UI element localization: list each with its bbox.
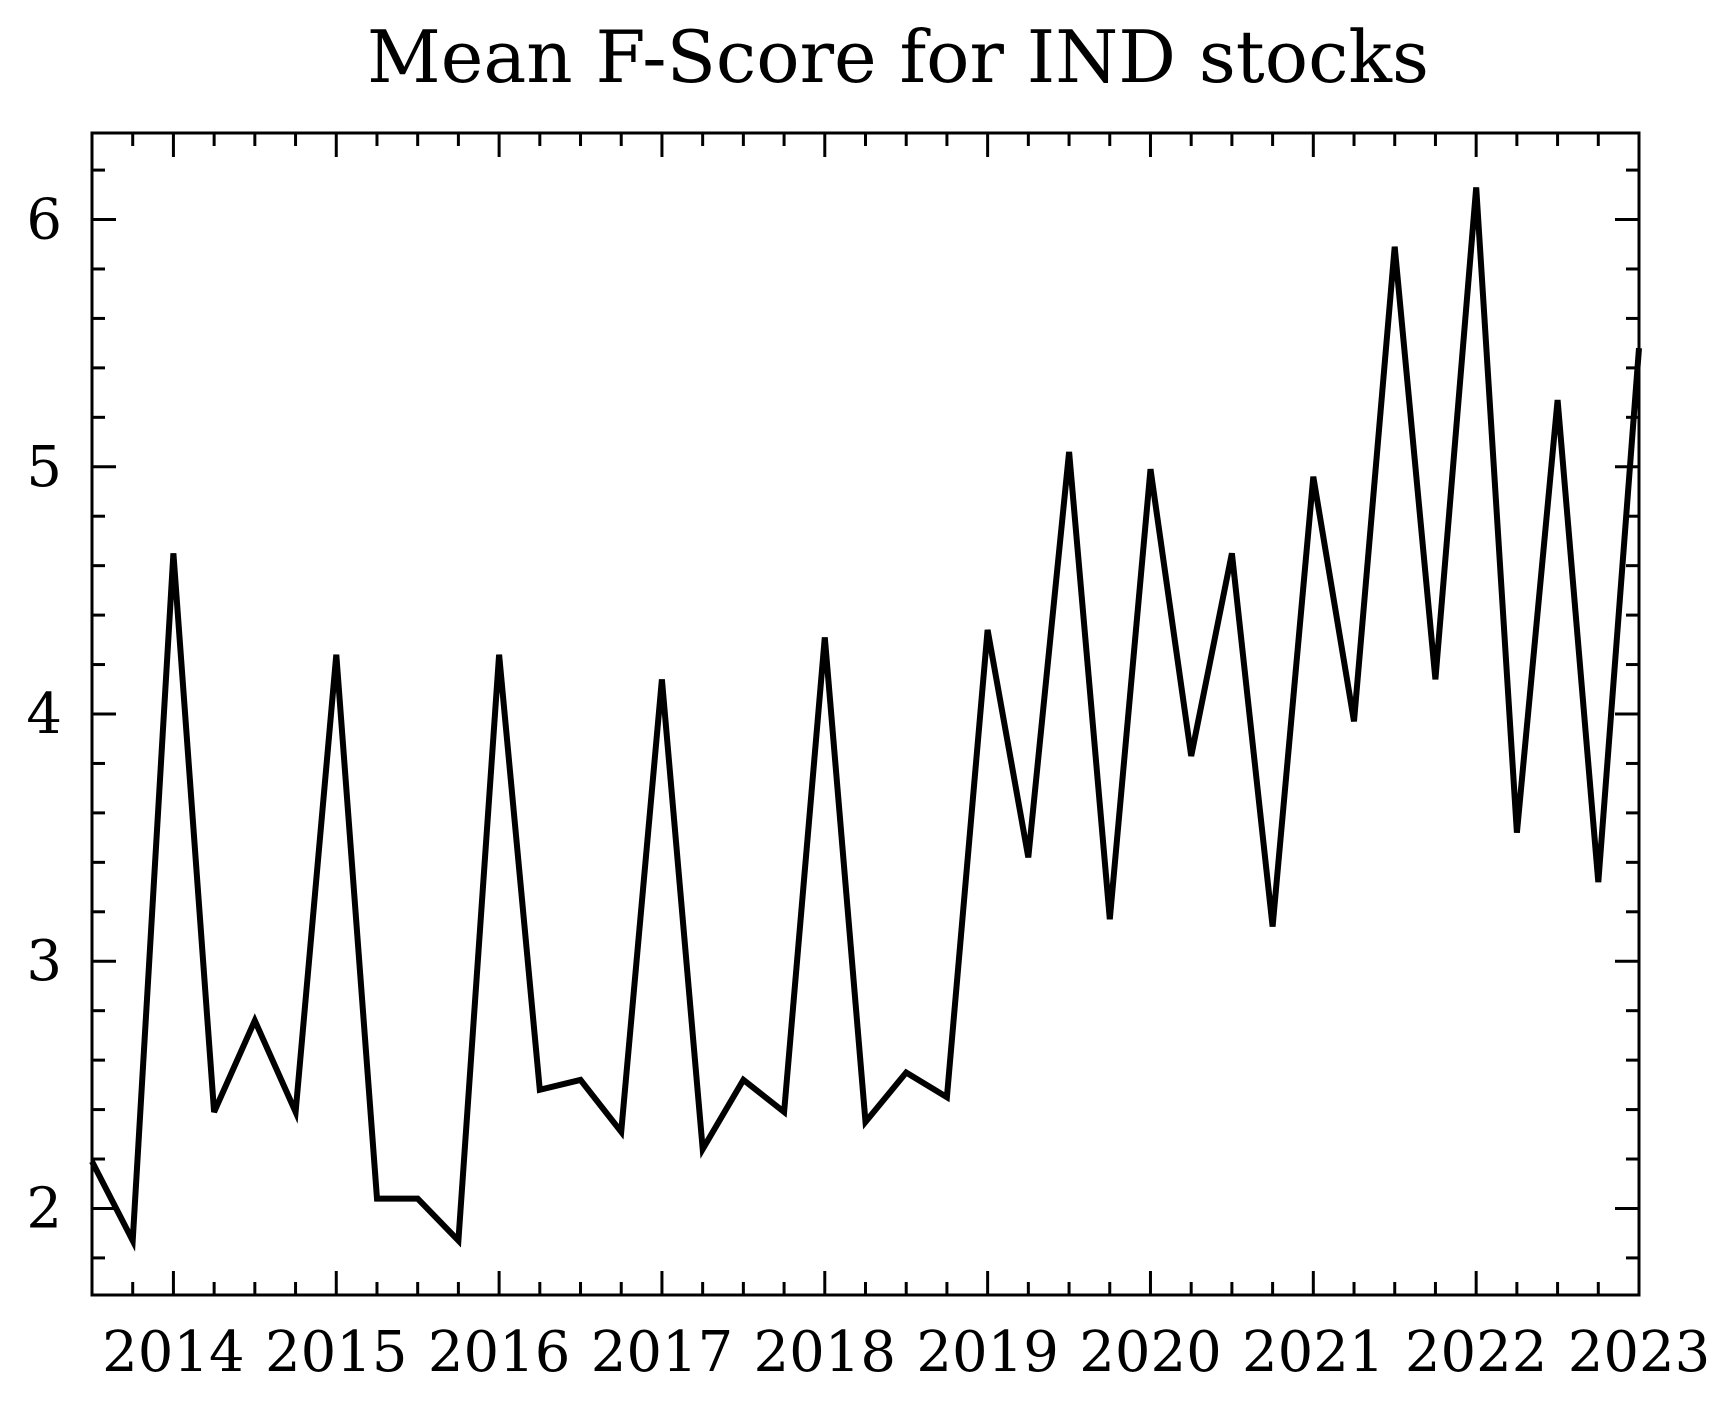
x-tick-label: 2017 bbox=[591, 1320, 734, 1385]
x-tick-label: 2021 bbox=[1242, 1320, 1385, 1385]
plot-frame bbox=[90, 131, 1641, 1297]
y-tick-label: 5 bbox=[26, 435, 62, 500]
x-tick-label: 2019 bbox=[916, 1320, 1059, 1385]
axis-ticks bbox=[90, 133, 1641, 1295]
x-tick-label: 2020 bbox=[1079, 1320, 1222, 1385]
x-tick-label: 2014 bbox=[102, 1320, 245, 1385]
y-tick-label: 6 bbox=[26, 188, 62, 253]
x-tick-label: 2016 bbox=[428, 1320, 571, 1385]
y-tick-label: 2 bbox=[26, 1176, 62, 1241]
y-tick-label: 3 bbox=[26, 929, 62, 994]
series-line bbox=[89, 187, 1642, 1252]
x-tick-label: 2022 bbox=[1405, 1320, 1548, 1385]
x-tick-label: 2018 bbox=[754, 1320, 897, 1385]
x-tick-label: 2023 bbox=[1568, 1320, 1711, 1385]
chart-title: Mean F-Score for IND stocks bbox=[367, 15, 1429, 99]
y-tick-label: 4 bbox=[26, 682, 62, 747]
x-tick-label: 2015 bbox=[265, 1320, 408, 1385]
axis-tick-labels: 2014 2015 2016 2017 2018 2019 2020 2021 2022 2023… bbox=[26, 188, 1710, 1385]
